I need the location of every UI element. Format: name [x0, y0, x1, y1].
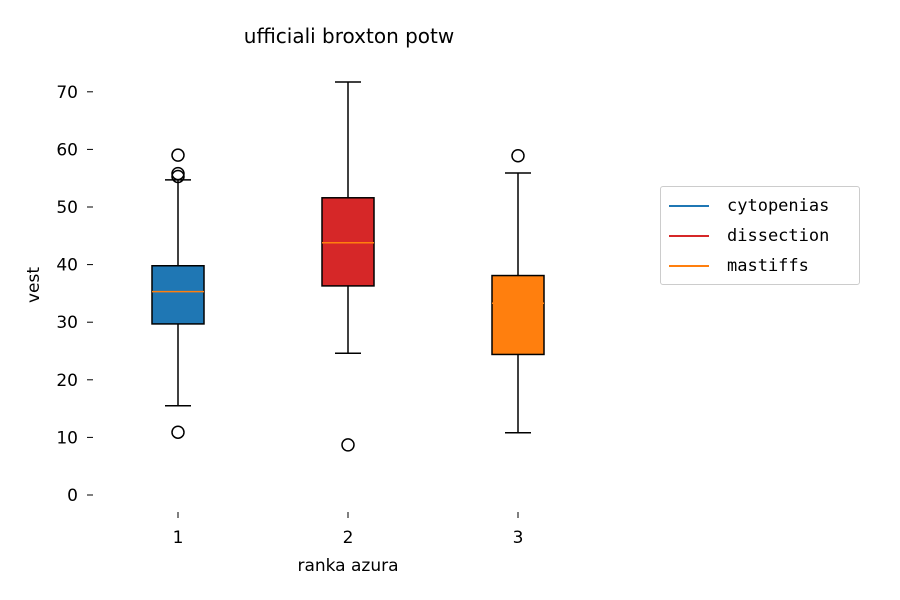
- x-tick-label: 1: [173, 528, 184, 548]
- outlier-point: [511, 148, 525, 163]
- x-tick-label: 3: [513, 528, 524, 548]
- y-tick-label: 30: [56, 313, 78, 333]
- box-iqr: [321, 197, 375, 287]
- box-group-1: [151, 148, 205, 439]
- legend-label: cytopenias: [727, 196, 830, 216]
- y-tick-label: 40: [56, 256, 78, 276]
- outlier-point: [341, 438, 355, 452]
- y-tick-label: 70: [56, 83, 78, 103]
- legend: cytopenias dissection mastiffs: [660, 186, 860, 285]
- legend-swatch: [669, 205, 709, 207]
- y-axis-label: vest: [24, 267, 44, 303]
- x-axis-ticks: 1 2 3: [173, 512, 524, 548]
- box-group-3: [491, 148, 545, 434]
- legend-item-dissection: dissection: [669, 224, 829, 248]
- chart-title: ufficiali broxton potw: [244, 24, 454, 48]
- y-tick-label: 60: [56, 140, 78, 160]
- legend-label: dissection: [727, 226, 830, 246]
- y-tick-label: 50: [56, 198, 78, 218]
- outlier-point: [171, 148, 185, 162]
- outlier-point: [171, 425, 185, 439]
- legend-item-mastiffs: mastiffs: [669, 254, 809, 278]
- legend-swatch: [669, 265, 709, 267]
- box-iqr: [491, 274, 545, 356]
- y-axis-ticks: 0 10 20 30 40 50 60 70: [56, 83, 93, 506]
- box-series: [151, 81, 545, 452]
- outlier-point: [171, 166, 185, 181]
- x-axis-label: ranka azura: [297, 556, 398, 576]
- legend-item-cytopenias: cytopenias: [669, 194, 829, 218]
- box-iqr: [151, 265, 205, 325]
- y-tick-label: 20: [56, 371, 78, 391]
- box-group-2: [321, 81, 375, 452]
- legend-swatch: [669, 235, 709, 237]
- legend-label: mastiffs: [727, 256, 809, 276]
- y-tick-label: 0: [67, 486, 78, 506]
- x-tick-label: 2: [343, 528, 354, 548]
- y-tick-label: 10: [56, 428, 78, 448]
